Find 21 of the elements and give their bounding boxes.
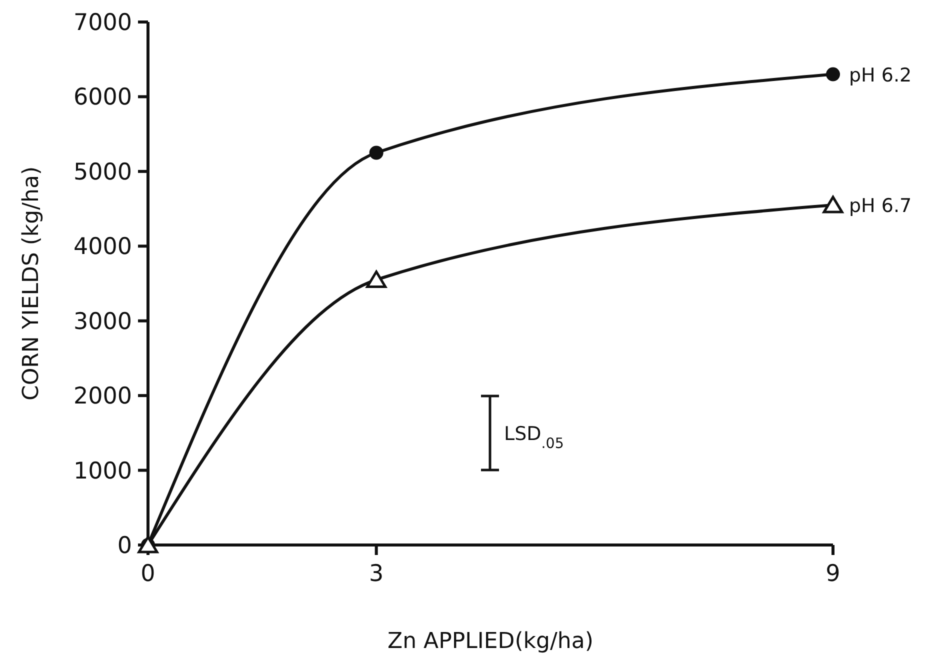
x-tick-label: 9 (826, 561, 840, 587)
y-tick-label: 2000 (73, 384, 132, 410)
point (826, 67, 840, 82)
point (138, 536, 158, 554)
y-tick-label: 0 (117, 533, 132, 559)
point (369, 146, 384, 160)
y-tick-label: 5000 (73, 159, 132, 186)
y-tick-label: 4000 (73, 234, 132, 260)
y-tick-label: 6000 (73, 84, 132, 111)
x-axis-title: Zn APPLIED(kg/ha) (388, 629, 594, 654)
point (822, 196, 844, 214)
x-tick-label: 0 (140, 561, 156, 587)
point (366, 270, 387, 288)
y-tick-label: 7000 (73, 10, 132, 36)
series-label: pH 6.7 (849, 195, 912, 218)
x-tick-label: 3 (369, 561, 384, 587)
series-label: pH 6.2 (849, 64, 912, 86)
annotation: LSD$_{.05}$ (504, 423, 564, 452)
y-tick-label: 1000 (73, 458, 132, 484)
y-tick-label: 3000 (73, 308, 132, 335)
y-axis-title: CORN YIELDS (kg/ha) (19, 166, 44, 401)
